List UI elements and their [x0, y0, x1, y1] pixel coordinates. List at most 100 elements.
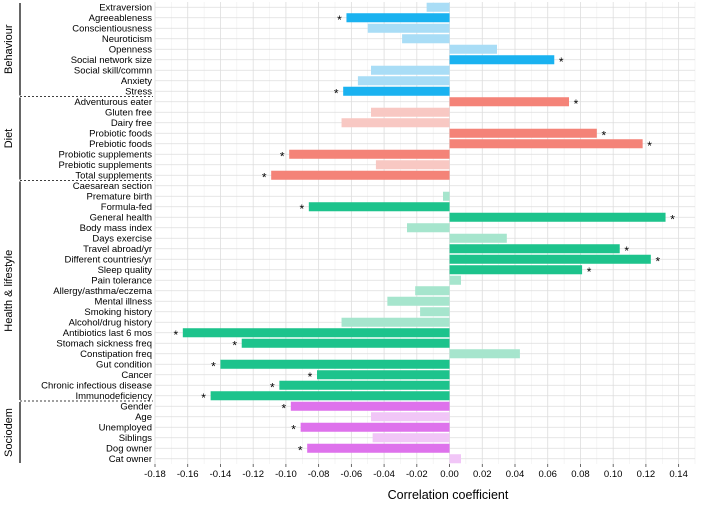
- bar: [341, 118, 450, 128]
- bar: [402, 34, 450, 44]
- category-label: Agreeableness: [89, 13, 153, 24]
- category-label: Travel abroad/yr: [83, 244, 152, 255]
- x-tick-label: 0.14: [669, 469, 688, 480]
- category-label: Dairy free: [111, 118, 152, 129]
- bar: [449, 212, 666, 222]
- significance-star: *: [262, 170, 267, 184]
- significance-star: *: [670, 212, 675, 226]
- x-tick-label: -0.02: [406, 469, 428, 480]
- bar: [341, 317, 450, 327]
- significance-star: *: [574, 97, 579, 111]
- group-label: Sociodem: [3, 408, 15, 457]
- x-tick-label: 0.04: [506, 469, 525, 480]
- category-label: Gluten free: [105, 108, 152, 119]
- x-tick-label: -0.14: [210, 469, 232, 480]
- bar: [317, 370, 450, 380]
- x-tick-label: 0.06: [538, 469, 557, 480]
- significance-star: *: [270, 380, 275, 394]
- x-tick-label: -0.08: [308, 469, 330, 480]
- group-label: Diet: [3, 129, 15, 149]
- significance-star: *: [298, 443, 303, 457]
- category-label: Stomach sickness freq: [56, 339, 152, 350]
- x-tick-label: -0.16: [177, 469, 199, 480]
- bar: [357, 76, 450, 86]
- bar: [210, 391, 450, 401]
- category-label: Immunodeficiency: [75, 391, 152, 402]
- significance-star: *: [299, 202, 304, 216]
- bar: [279, 380, 450, 390]
- category-label: Extraversion: [99, 3, 152, 14]
- group-label: Health & lifestyle: [3, 250, 15, 332]
- x-tick-label: 0.08: [571, 469, 590, 480]
- significance-star: *: [624, 244, 629, 258]
- group-brackets: Behaviour Diet Health & lifestyle Sociodem: [3, 3, 153, 463]
- bar: [308, 202, 450, 212]
- bar: [426, 2, 450, 12]
- significance-star: *: [647, 139, 652, 153]
- bar: [449, 244, 620, 254]
- category-label: Social skill/commn: [74, 66, 152, 77]
- significance-star: *: [291, 422, 296, 436]
- bar: [375, 160, 450, 170]
- bar: [300, 422, 450, 432]
- bar: [182, 328, 450, 338]
- category-label: Cat owner: [109, 454, 152, 465]
- category-label: Probiotic foods: [89, 129, 152, 140]
- bar: [307, 443, 450, 453]
- category-label: Siblings: [119, 433, 153, 444]
- bar: [290, 401, 450, 411]
- category-label: General health: [90, 213, 152, 224]
- x-tick-label: 0.00: [440, 469, 459, 480]
- bar: [449, 254, 651, 264]
- bar: [407, 223, 450, 233]
- significance-star: *: [173, 328, 178, 342]
- category-label: Adventurous eater: [74, 97, 152, 108]
- significance-star: *: [655, 254, 660, 268]
- bar: [449, 275, 461, 285]
- significance-star: *: [334, 86, 339, 100]
- bar: [289, 149, 450, 159]
- bars: [182, 2, 666, 464]
- bar: [449, 139, 643, 149]
- significance-markers: **********************: [173, 13, 675, 458]
- bar: [449, 349, 520, 359]
- bar: [415, 286, 450, 296]
- bar: [449, 233, 507, 243]
- category-label: Neuroticism: [102, 34, 152, 45]
- significance-star: *: [232, 338, 237, 352]
- bar: [271, 170, 450, 180]
- category-label: Smoking history: [84, 307, 152, 318]
- significance-star: *: [280, 149, 285, 163]
- bar: [372, 433, 450, 443]
- x-tick-label: -0.18: [144, 469, 166, 480]
- category-label: Cancer: [121, 370, 152, 381]
- category-label: Gut condition: [96, 360, 152, 371]
- bar: [449, 265, 583, 275]
- category-label: Gender: [120, 402, 152, 413]
- category-label: Openness: [109, 45, 153, 56]
- category-label: Chronic infectious disease: [41, 381, 152, 392]
- x-tick-label: 0.10: [604, 469, 623, 480]
- significance-star: *: [601, 128, 606, 142]
- x-tick-label: 0.12: [637, 469, 656, 480]
- category-label: Constipation freq: [80, 349, 152, 360]
- x-tick-label: -0.06: [341, 469, 363, 480]
- bar: [371, 107, 450, 117]
- bar: [449, 44, 497, 54]
- significance-star: *: [559, 55, 564, 69]
- bar: [449, 454, 461, 464]
- category-label: Prebiotic supplements: [59, 160, 153, 171]
- category-label: Social network size: [71, 55, 152, 66]
- bar: [449, 55, 555, 65]
- x-tick-label: 0.02: [473, 469, 492, 480]
- bar: [449, 128, 597, 138]
- bar: [443, 191, 450, 201]
- x-axis: -0.18 -0.16 -0.14 -0.12 -0.10 -0.08 -0.06 -0.04…: [144, 464, 688, 480]
- category-label: Sleep quality: [98, 265, 153, 276]
- significance-star: *: [281, 401, 286, 415]
- x-tick-label: -0.04: [373, 469, 395, 480]
- bar: [449, 97, 569, 107]
- category-labels: ExtraversionAgreeablenessConscientiousne…: [41, 3, 153, 465]
- bar: [420, 307, 450, 317]
